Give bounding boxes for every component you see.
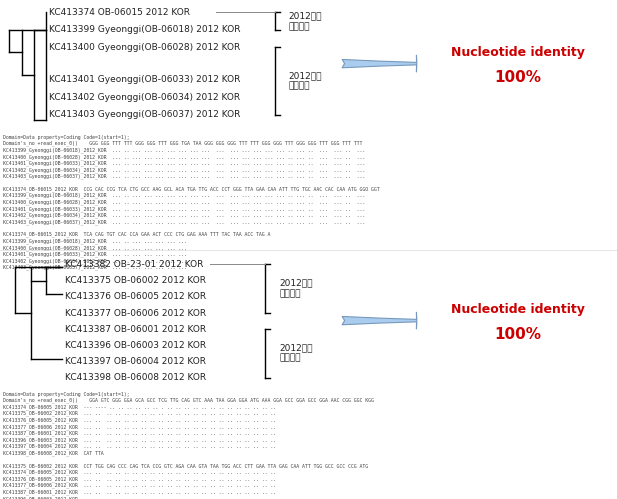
Text: KC413387 OB-06001 2012 KOR: KC413387 OB-06001 2012 KOR	[65, 325, 206, 334]
Text: 2012년도
환경시료: 2012년도 환경시료	[289, 11, 322, 31]
Text: KC413403 Gyeonggi(OB-06037) 2012 KOR: KC413403 Gyeonggi(OB-06037) 2012 KOR	[49, 110, 241, 119]
Text: KC413400 Gyeonggi(OB-06028) 2012 KOR: KC413400 Gyeonggi(OB-06028) 2012 KOR	[49, 43, 241, 52]
Text: 2012년도
임상시료: 2012년도 임상시료	[289, 71, 322, 91]
Text: KC413396 OB-06003 2012 KOR: KC413396 OB-06003 2012 KOR	[65, 341, 206, 350]
Text: KC413398 OB-06008 2012 KOR: KC413398 OB-06008 2012 KOR	[65, 373, 206, 383]
Text: KC413399 Gyeonggi(OB-06018) 2012 KOR: KC413399 Gyeonggi(OB-06018) 2012 KOR	[49, 25, 241, 34]
Text: 100%: 100%	[495, 70, 542, 85]
Text: Nucleotide identity: Nucleotide identity	[452, 46, 585, 59]
Text: KC413374 OB-06015 2012 KOR: KC413374 OB-06015 2012 KOR	[49, 8, 191, 17]
Text: KC413376 OB-06005 2012 KOR: KC413376 OB-06005 2012 KOR	[65, 292, 206, 301]
Text: KC413397 OB-06004 2012 KOR: KC413397 OB-06004 2012 KOR	[65, 357, 206, 366]
Text: 100%: 100%	[495, 327, 542, 342]
Text: KC413382 OB-23-01 2012 KOR: KC413382 OB-23-01 2012 KOR	[65, 260, 203, 269]
Text: KC413401 Gyeonggi(OB-06033) 2012 KOR: KC413401 Gyeonggi(OB-06033) 2012 KOR	[49, 75, 241, 84]
Text: Domain=Data property=Coding Code=1(start=1);
Domain's_no +read_exec_0()    GGA G: Domain=Data property=Coding Code=1(start…	[3, 392, 374, 499]
Text: 2012년도
환경시료: 2012년도 환경시료	[280, 278, 313, 298]
Text: 2012년도
임상시료: 2012년도 임상시료	[280, 343, 313, 363]
Text: KC413375 OB-06002 2012 KOR: KC413375 OB-06002 2012 KOR	[65, 276, 206, 285]
Text: KC413402 Gyeonggi(OB-06034) 2012 KOR: KC413402 Gyeonggi(OB-06034) 2012 KOR	[49, 93, 241, 102]
Text: KC413377 OB-06006 2012 KOR: KC413377 OB-06006 2012 KOR	[65, 308, 206, 318]
Text: Nucleotide identity: Nucleotide identity	[452, 303, 585, 316]
Text: Domain=Data property=Coding Code=1(start=1);
Domain's_no +read_exec_0()    GGG G: Domain=Data property=Coding Code=1(start…	[3, 135, 379, 270]
